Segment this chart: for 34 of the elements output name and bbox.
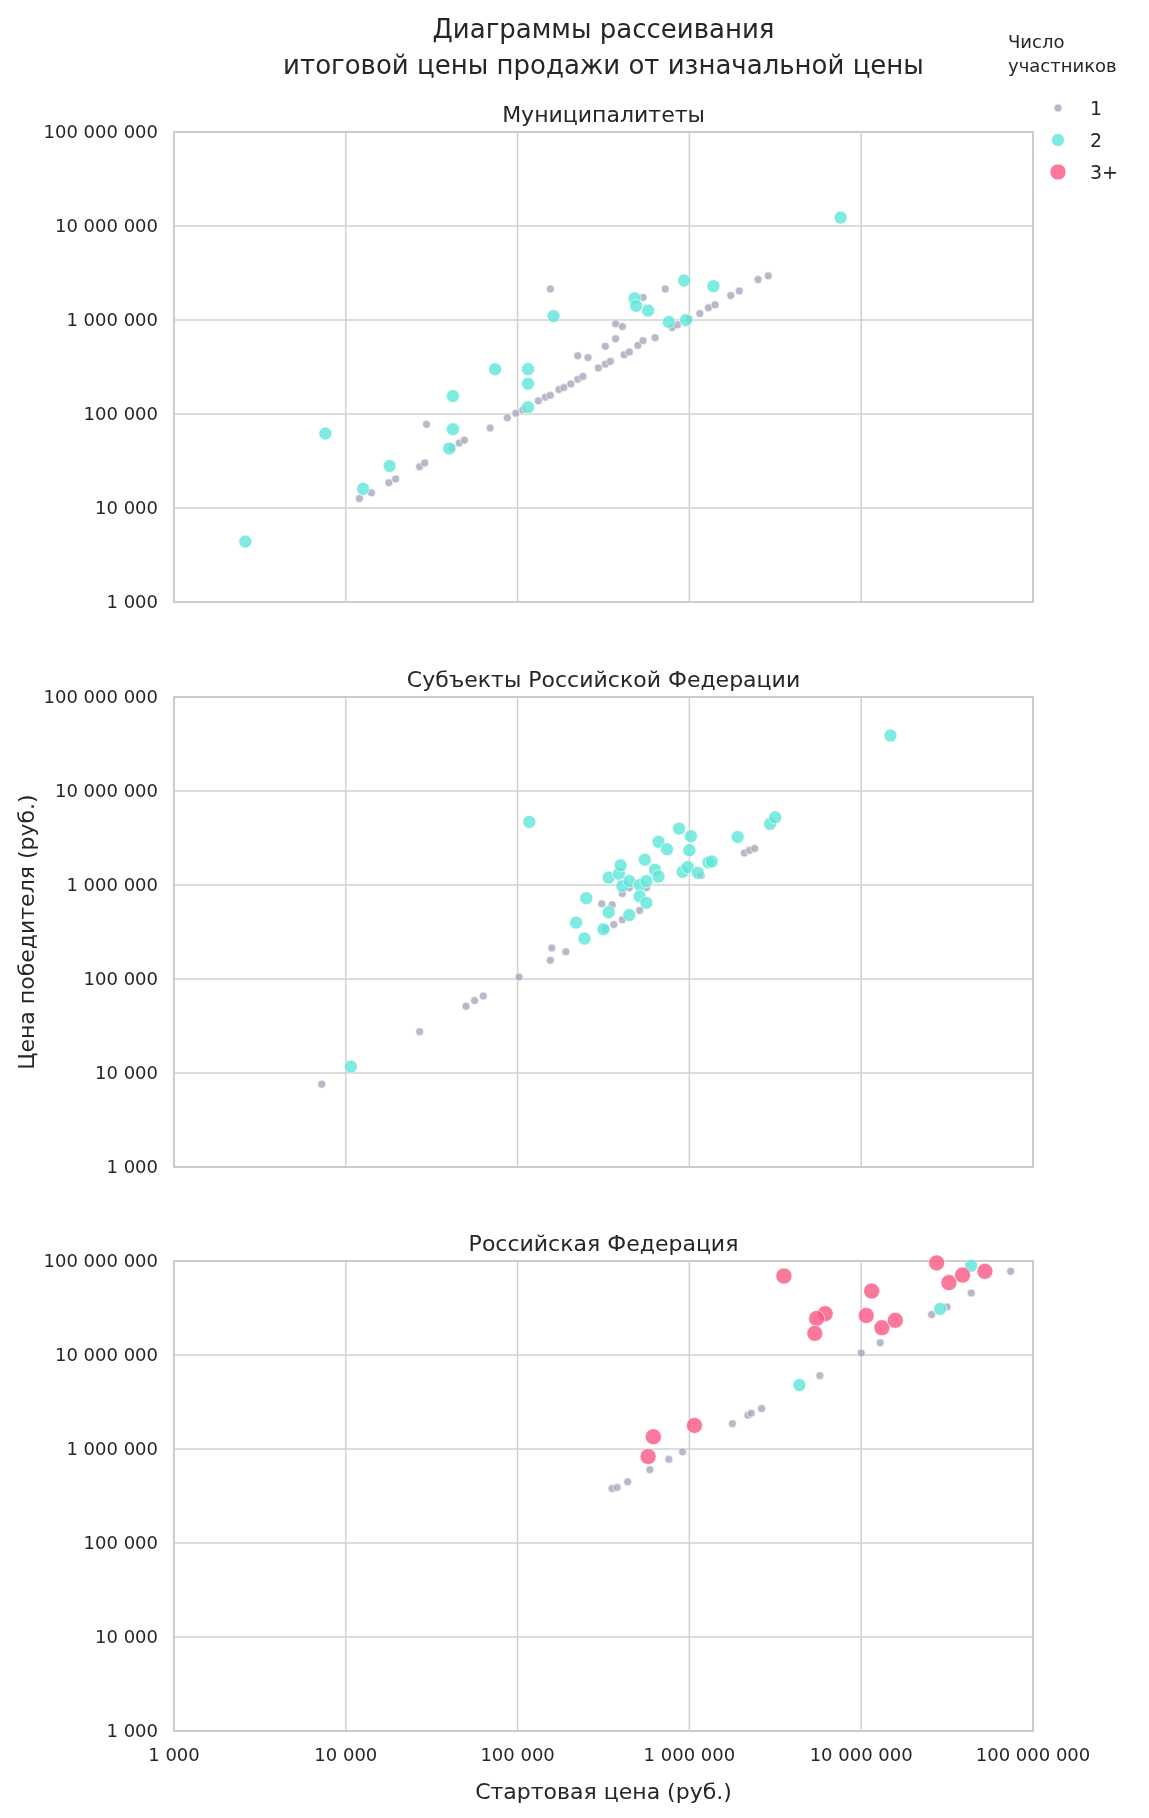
legend-label: 3+ (1090, 160, 1119, 183)
y-tick-label: 100 000 (83, 403, 158, 425)
y-tick-label: 10 000 (95, 497, 158, 519)
x-tick-label: 1 000 000 (643, 1744, 736, 1765)
legend-label: 2 (1090, 128, 1103, 151)
y-tick-label: 10 000 000 (54, 780, 158, 802)
x-tick-label: 10 000 (314, 1744, 378, 1765)
chart-title: Субъекты Российской Федерации (406, 667, 801, 692)
x-tick-label: 10 000 000 (809, 1744, 913, 1765)
y-tick-label: 10 000 000 (54, 1344, 158, 1366)
y-axis-title: Цена победителя (руб.) (14, 794, 39, 1070)
y-tick-label: 10 000 (95, 1626, 158, 1648)
chart-title: Диаграммы рассеивания итоговой цены продажи от изначальной цены (283, 14, 924, 80)
y-tick-label: 1 000 (106, 1156, 158, 1178)
legend-label: 1 (1090, 96, 1103, 119)
y-tick-label: 100 000 000 (43, 1250, 158, 1272)
y-tick-label: 1 000 000 (66, 1438, 158, 1460)
y-tick-label: 100 000 (83, 1532, 158, 1554)
y-tick-label: 100 000 000 (43, 121, 158, 143)
legend-title: Число участников (1008, 31, 1117, 76)
x-tick-label: 100 000 000 (975, 1744, 1091, 1765)
y-tick-label: 100 000 (83, 968, 158, 990)
y-tick-label: 100 000 000 (43, 686, 158, 708)
y-tick-label: 1 000 (106, 1720, 158, 1742)
y-tick-label: 10 000 (95, 1062, 158, 1084)
x-tick-label: 100 000 (480, 1744, 555, 1765)
x-tick-label: 1 000 (148, 1744, 200, 1765)
y-tick-label: 1 000 000 (66, 309, 158, 331)
y-tick-label: 10 000 000 (54, 215, 158, 237)
chart-title: Российская Федерация (468, 1231, 739, 1256)
x-axis-title: Стартовая цена (руб.) (475, 1779, 732, 1804)
chart-subtitle: Муниципалитеты (502, 102, 705, 127)
y-tick-label: 1 000 000 (66, 874, 158, 896)
y-tick-label: 1 000 (106, 591, 158, 613)
